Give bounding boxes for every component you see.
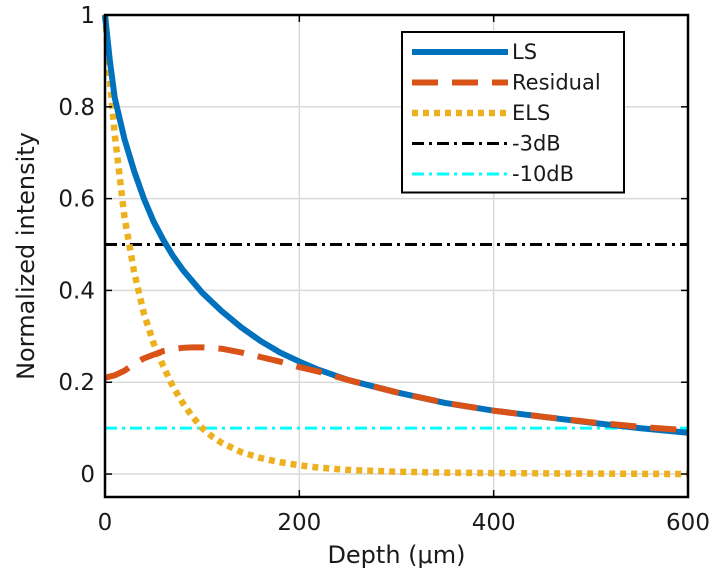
series-line-residual (104, 344, 689, 434)
y-tick-label: 1 (80, 3, 95, 29)
x-axis-title: Depth (μm) (327, 541, 465, 569)
y-tick-label: 0.2 (58, 370, 95, 396)
legend-label: -10dB (512, 162, 574, 186)
plot-frame (103, 13, 690, 499)
y-tick-label: 0.8 (58, 95, 95, 121)
x-tick-label: 0 (98, 510, 113, 536)
x-tick-label: 200 (277, 510, 321, 536)
x-tick-label: 400 (472, 510, 516, 536)
legend-label: LS (512, 40, 537, 64)
series-line-ls (102, 14, 689, 436)
y-tick-label: 0 (80, 462, 95, 488)
x-tick-label: 600 (666, 510, 710, 536)
legend-label: ELS (512, 101, 550, 125)
y-tick-label: 0.6 (58, 187, 95, 213)
series-layer (101, 14, 689, 478)
legend: LS Residual ELS -3dB -10dB (401, 31, 625, 194)
series-line-els (101, 14, 689, 478)
y-tick-label: 0.4 (58, 278, 95, 304)
legend-label: -3dB (512, 132, 561, 156)
tick-labels: 0 200 400 600 0 0.2 0.4 0.6 0.8 1 (58, 3, 710, 536)
legend-label: Residual (512, 71, 601, 95)
y-axis-title: Normalized intensity (12, 132, 40, 380)
